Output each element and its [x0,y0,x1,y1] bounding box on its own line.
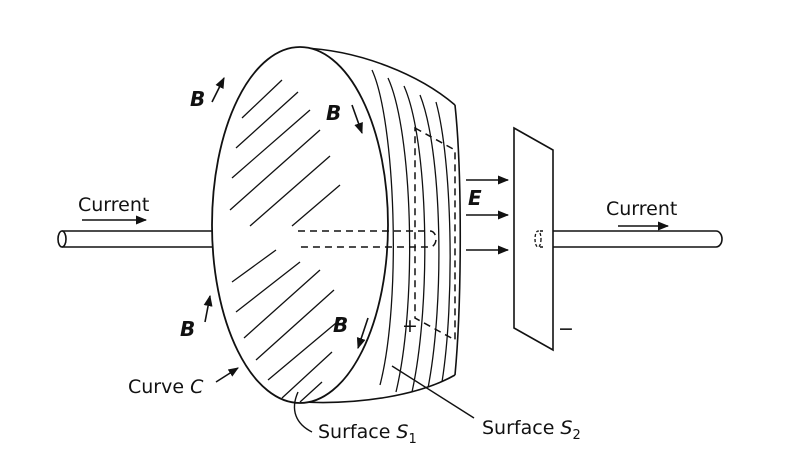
magnetic-field-arrows [203,76,369,350]
plus-sign: + [402,315,418,337]
curve-c-pointer [215,367,239,383]
surface-s2-label: Surface S2 [482,417,581,443]
e-field-label: E [468,186,482,210]
surface-s1-pointer [293,391,313,433]
hidden-left-plate [414,126,456,342]
right-wire [534,230,723,248]
electric-field-arrows [466,175,510,255]
curve-c-label: Curve C [128,376,204,398]
surface-s1-disk [211,46,389,404]
surface-s1-hatching [229,79,343,403]
right-plate [513,126,554,352]
surface-s2-body [301,47,462,404]
surface-s2-pointer [391,365,475,419]
current-label-left: Current [78,194,149,216]
hidden-wire [298,230,437,248]
minus-sign: − [558,318,574,340]
b-label-top-left: B [190,87,205,111]
surface-s2-hatching [371,69,451,393]
current-label-right: Current [606,198,677,220]
b-label-bottom-center: B [333,313,348,337]
b-label-top-center: B [326,101,341,125]
b-label-bottom-left: B [180,317,195,341]
surface-s1-label: Surface S1 [318,421,417,447]
